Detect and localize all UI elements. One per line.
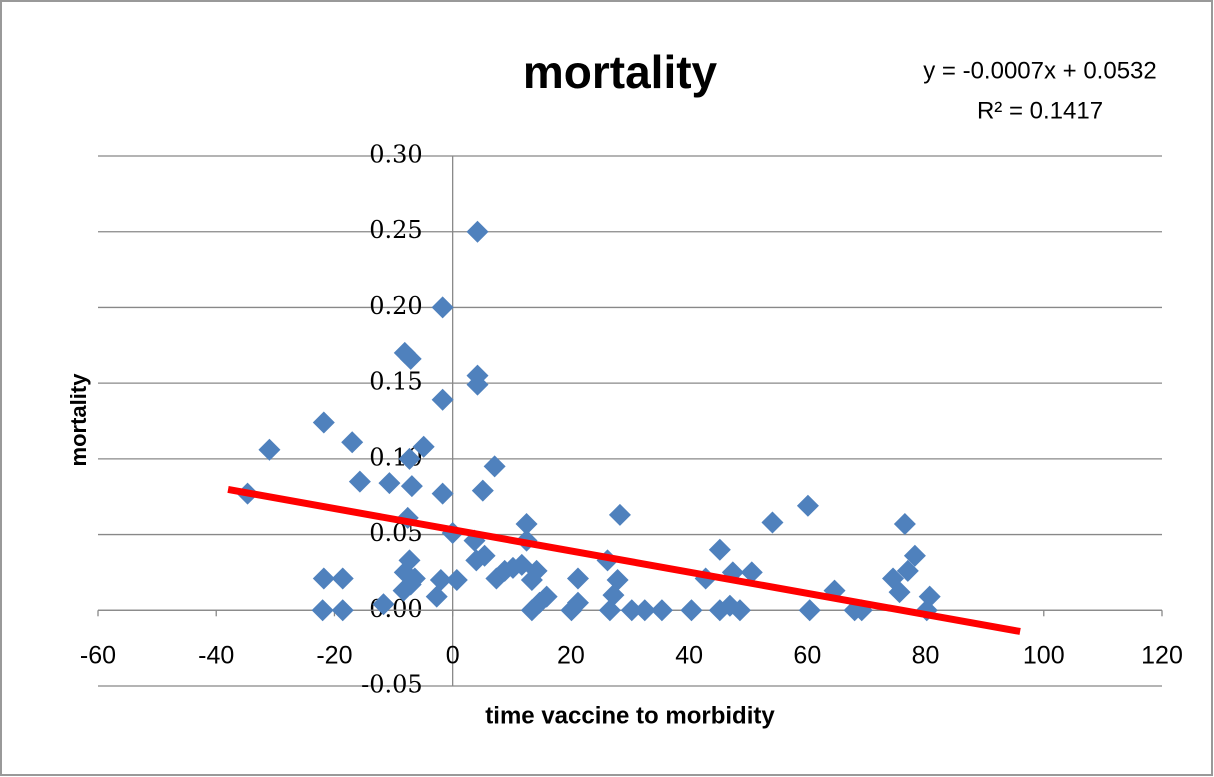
x-tick-label: 60 [793,642,821,670]
data-point [331,567,354,590]
data-point [429,569,452,591]
x-tick-label: 20 [557,642,585,670]
data-point [378,472,401,495]
data-point [431,388,454,411]
data-point [466,220,489,243]
y-tick-label: 0.30 [369,141,422,169]
y-tick-label: 0.15 [369,368,422,396]
data-point [400,475,423,498]
x-tick-label: -20 [316,642,352,670]
data-point [535,585,558,608]
y-tick-label: 0.20 [369,292,422,320]
data-point [708,538,731,561]
data-point [728,599,751,622]
data-point [796,494,819,517]
data-point [566,567,589,590]
x-tick-label: 100 [1023,642,1065,670]
x-tick-label: 80 [912,642,940,670]
y-tick-label: 0.25 [369,216,422,244]
y-axis-title: mortality [66,373,91,467]
data-point [473,544,496,567]
trendline [227,486,1021,635]
data-point [525,559,548,582]
data-point [650,599,673,622]
x-tick-label: -40 [198,642,234,670]
data-point [258,438,281,461]
data-point [412,435,435,458]
data-point [311,599,334,622]
data-point [312,567,335,590]
data-point [740,561,763,584]
y-tick-label: -0.05 [361,671,423,699]
data-point [606,569,629,591]
data-point [372,593,395,616]
data-point [399,347,422,370]
data-point [903,544,926,567]
data-point [798,599,821,622]
data-point [445,569,468,591]
data-point [888,581,911,604]
data-point [466,373,489,396]
data-point [431,296,454,319]
x-tick-label: 0 [446,642,460,670]
data-point [598,599,621,622]
data-point [620,599,643,622]
data-point [680,599,703,622]
data-point [608,503,631,526]
x-tick-label: -60 [80,642,116,670]
data-point [560,599,583,622]
data-point [312,411,335,434]
data-point [633,599,656,622]
data-point [331,599,354,622]
data-point [471,479,494,502]
data-point [425,585,448,608]
x-tick-label: 40 [675,642,703,670]
data-point [431,482,454,505]
r-squared: R² = 0.1417 [977,97,1103,124]
data-point [398,549,421,572]
data-point [761,511,784,534]
data-point [515,512,538,535]
x-tick-label: 120 [1141,642,1183,670]
data-point [398,447,421,470]
data-point [896,559,919,582]
data-point [893,512,916,535]
data-point [403,567,426,590]
x-axis-title: time vaccine to morbidity [485,702,775,729]
data-point [602,584,625,607]
trend-equation: y = -0.0007x + 0.0532 [923,57,1157,84]
data-point [348,470,371,493]
chart-title: mortality [523,46,718,98]
data-point [483,455,506,478]
data-point [341,431,364,454]
